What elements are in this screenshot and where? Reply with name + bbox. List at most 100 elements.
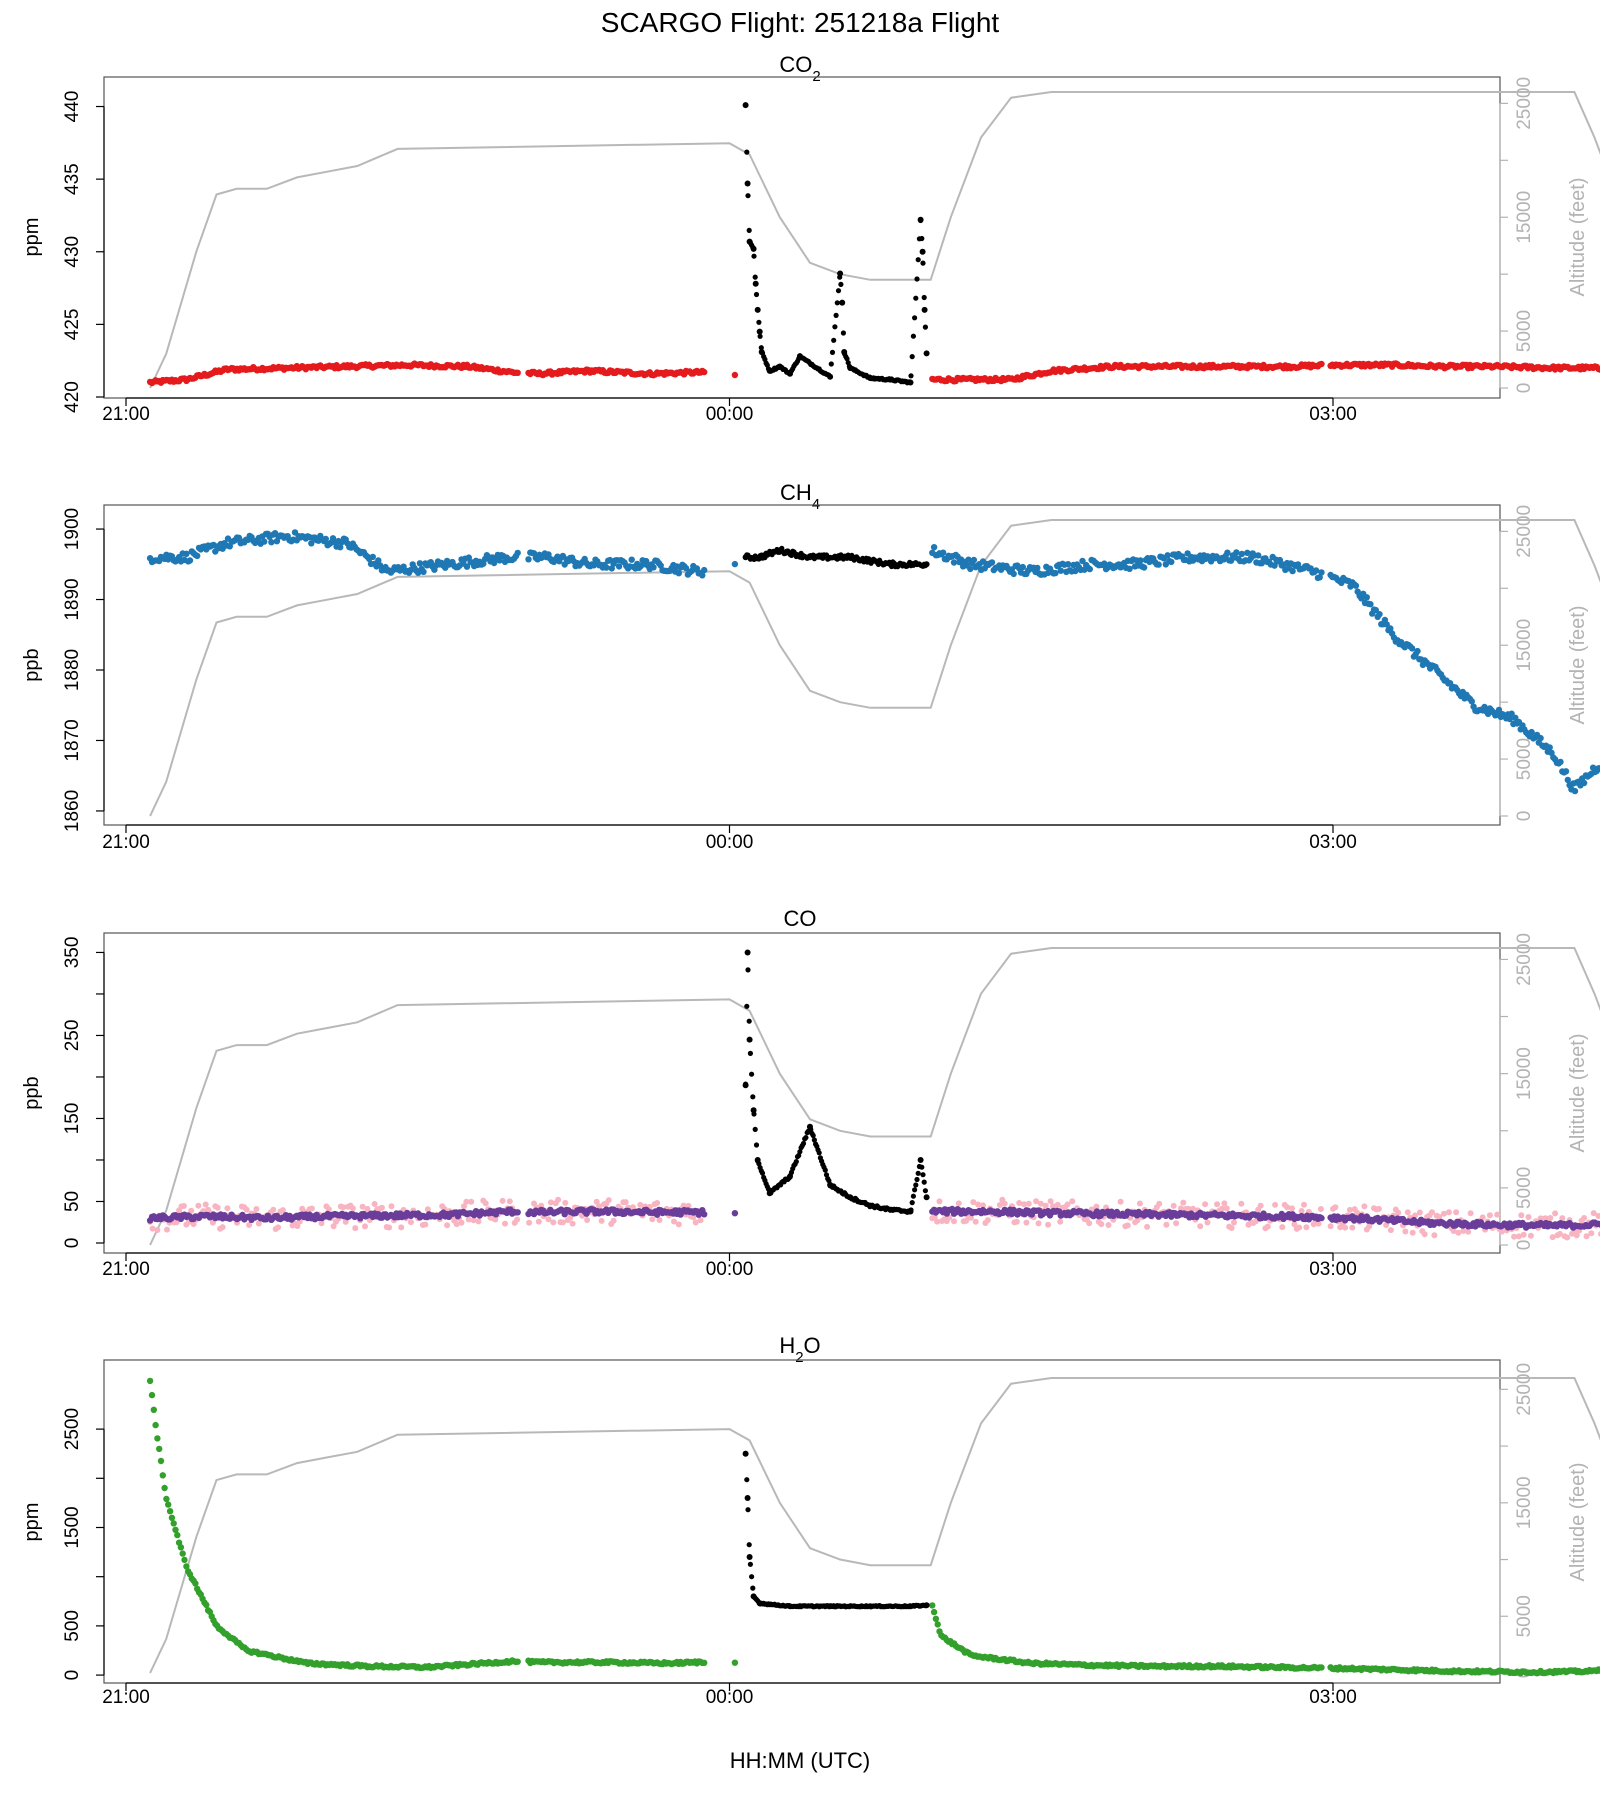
ch4-flight-point bbox=[1468, 698, 1476, 705]
co-raw-point bbox=[1559, 1215, 1566, 1222]
co-raw-point bbox=[1086, 1220, 1093, 1227]
panel-h2o-frame bbox=[103, 1359, 1501, 1684]
co-raw-point bbox=[1021, 1201, 1027, 1208]
co-raw-point bbox=[955, 1200, 962, 1207]
co-raw-point bbox=[1327, 1223, 1334, 1230]
co-ground-point bbox=[745, 967, 751, 973]
ch4-flight-point bbox=[731, 560, 739, 568]
co-raw-point bbox=[1289, 1205, 1295, 1212]
co-raw-point bbox=[675, 1221, 682, 1228]
co-flight-point bbox=[701, 1211, 708, 1218]
co2-ground-key-point bbox=[867, 375, 874, 382]
co-raw-point bbox=[1486, 1212, 1493, 1219]
co2-flight-point bbox=[731, 371, 739, 379]
panel-ch4: CH4 1860 1870 1880 1890 1900 21:00 00:00 03:00… bbox=[21, 480, 1600, 853]
co-raw-point bbox=[1231, 1219, 1237, 1226]
co2-y-tick-label: 440 bbox=[62, 91, 83, 123]
co-raw-point bbox=[461, 1203, 467, 1210]
co-raw-point bbox=[202, 1201, 209, 1208]
co-raw-point bbox=[1520, 1231, 1527, 1238]
co2-ground-key-point bbox=[786, 370, 793, 377]
ch4-flight-point bbox=[1086, 565, 1094, 573]
co-y-tick-label: 350 bbox=[62, 937, 83, 969]
h2o-ground-key-point bbox=[923, 1602, 930, 1609]
h2o-flight-point bbox=[168, 1514, 176, 1522]
h2o-flight-point bbox=[932, 1615, 940, 1623]
ch4-flight-point bbox=[337, 544, 344, 551]
co-altitude-tick-label: 15000 bbox=[1514, 1047, 1535, 1100]
h2o-flight-point bbox=[731, 1659, 739, 1666]
co-ground-key-point bbox=[867, 1202, 874, 1209]
co-ground-point bbox=[920, 1172, 926, 1178]
ch4-y-tick-label: 1880 bbox=[62, 649, 83, 691]
ch4-flight-point bbox=[420, 568, 427, 575]
co-raw-point bbox=[1190, 1205, 1196, 1212]
co-raw-point bbox=[1291, 1221, 1298, 1228]
co-raw-point bbox=[1556, 1230, 1563, 1237]
co-ground-point bbox=[752, 1126, 758, 1132]
panel-co2-frame bbox=[103, 76, 1501, 399]
ch4-flight-point bbox=[1372, 606, 1380, 614]
co-raw-point bbox=[1257, 1202, 1264, 1209]
co-raw-point bbox=[1035, 1220, 1042, 1227]
co-raw-point bbox=[1202, 1201, 1209, 1208]
ch4-flight-point bbox=[939, 549, 947, 556]
co-raw-point bbox=[352, 1225, 359, 1232]
ch4-x-tick-label: 21:00 bbox=[102, 832, 150, 853]
ch4-flight-point bbox=[322, 535, 329, 543]
panel-co: CO 0 50 150 250 350 21:00 00:00 03:00 0 5000 150… bbox=[21, 906, 1600, 1280]
h2o-x-tick-label: 00:00 bbox=[706, 1687, 754, 1708]
co-ground-key-point bbox=[917, 1157, 924, 1163]
co-ground-point bbox=[912, 1187, 918, 1193]
co-raw-point bbox=[1134, 1217, 1141, 1224]
h2o-flight-point bbox=[148, 1391, 156, 1399]
h2o-flight-point bbox=[166, 1508, 174, 1515]
h2o-ground-key-point bbox=[827, 1603, 834, 1610]
ch4-y-axis: 1860 1870 1880 1890 1900 bbox=[62, 508, 105, 832]
co-raw-point bbox=[1301, 1201, 1307, 1208]
co-raw-point bbox=[1479, 1214, 1486, 1221]
co-raw-point bbox=[1375, 1205, 1382, 1212]
co-ground-key-point bbox=[907, 1208, 914, 1215]
co-raw-point bbox=[1013, 1218, 1020, 1225]
co-raw-point bbox=[690, 1214, 697, 1221]
co-ground-key-point bbox=[807, 1123, 813, 1130]
panel-h2o-title: H2O bbox=[779, 1333, 820, 1366]
co-raw-point bbox=[1037, 1200, 1044, 1207]
co-raw-point bbox=[1045, 1221, 1052, 1228]
h2o-y-tick-label: 500 bbox=[62, 1610, 83, 1642]
co-ground-point bbox=[922, 1188, 929, 1194]
co-raw-point bbox=[1163, 1221, 1170, 1228]
h2o-y-axis: 0 500 1500 2500 bbox=[62, 1408, 105, 1680]
co-raw-point bbox=[996, 1202, 1003, 1208]
co-raw-point bbox=[349, 1205, 356, 1212]
co-raw-point bbox=[1214, 1201, 1221, 1208]
co-ground-point bbox=[910, 1193, 917, 1199]
ch4-flight-point bbox=[1318, 569, 1325, 576]
co2-altitude-axis: 0 5000 15000 25000 bbox=[1499, 77, 1535, 394]
co-raw-point bbox=[697, 1217, 704, 1224]
co2-plot-area bbox=[146, 91, 1600, 389]
co2-ground-point bbox=[752, 274, 758, 280]
ch4-ground-key-point bbox=[756, 554, 763, 561]
co-raw-point bbox=[1117, 1198, 1124, 1205]
co-raw-point bbox=[936, 1198, 943, 1205]
co-raw-point bbox=[1349, 1224, 1356, 1231]
co-ground-point bbox=[759, 1170, 766, 1176]
co-raw-point bbox=[1144, 1223, 1151, 1230]
ch4-flight-point bbox=[1564, 776, 1572, 784]
ch4-ground-key-point bbox=[807, 554, 813, 561]
co-raw-point bbox=[386, 1224, 393, 1231]
ch4-ground-key-point bbox=[776, 547, 783, 554]
co-raw-point bbox=[378, 1204, 385, 1211]
co-ground-key-point bbox=[754, 1157, 761, 1163]
ch4-flight-point bbox=[268, 539, 275, 546]
h2o-flight-point bbox=[181, 1556, 188, 1564]
co-ground-point bbox=[800, 1140, 807, 1147]
h2o-flight-point bbox=[159, 1472, 166, 1479]
co-raw-point bbox=[535, 1218, 542, 1225]
h2o-ground-key-point bbox=[756, 1600, 763, 1607]
co2-altitude-tick-label: 0 bbox=[1514, 383, 1535, 394]
co-ground-point bbox=[746, 1018, 752, 1024]
